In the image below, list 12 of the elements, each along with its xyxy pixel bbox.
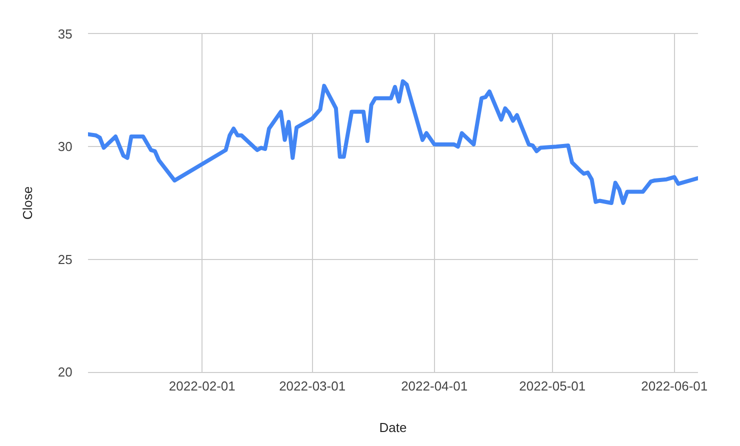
x-tick-label: 2022-04-01 — [401, 378, 468, 394]
x-tick-label: 2022-03-01 — [279, 378, 346, 394]
x-tick-label: 2022-06-01 — [641, 378, 708, 394]
line-series — [88, 79, 698, 205]
x-tick-label: 2022-05-01 — [519, 378, 586, 394]
y-tick-label: 20 — [58, 364, 72, 380]
y-tick-label: 30 — [58, 139, 72, 154]
y-axis-title: Close — [20, 186, 35, 220]
y-tick-label: 35 — [58, 26, 72, 42]
y-tick-label: 25 — [58, 252, 72, 267]
x-tick-label: 2022-02-01 — [168, 378, 236, 394]
x-axis-title: Date — [379, 420, 407, 436]
